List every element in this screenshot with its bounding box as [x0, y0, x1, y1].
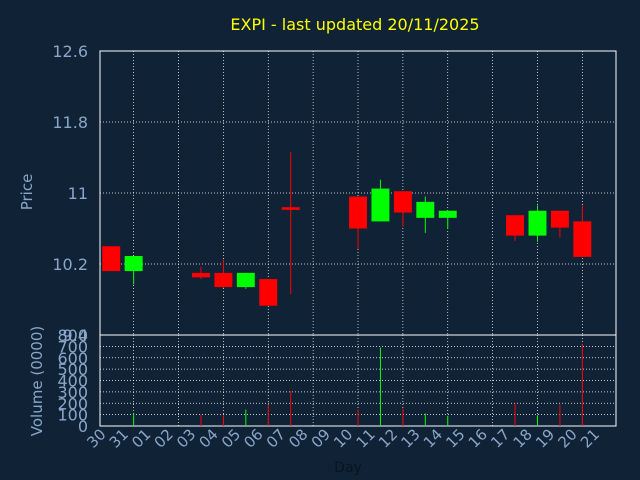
candle-body [550, 210, 569, 228]
candle-body [214, 272, 233, 288]
candle-body [191, 272, 210, 278]
volume-tick-label: 500 [57, 360, 88, 379]
candle-body [236, 272, 255, 288]
volume-tick-label: 700 [57, 337, 88, 356]
day-axis-label: Day [334, 460, 362, 476]
x-tick-labels: 3031010203040506070809101112131415161718… [83, 425, 603, 451]
volume-tick-label: 400 [57, 372, 88, 391]
price-tick-label: 9.4 [63, 326, 88, 345]
candle-body [281, 207, 300, 210]
x-tick-label: 21 [577, 425, 603, 451]
price-tick-label: 10.2 [52, 255, 88, 274]
candle-body [438, 210, 457, 218]
candle-body [416, 201, 435, 218]
volume-tick-label: 600 [57, 349, 88, 368]
candle-body [393, 191, 412, 213]
volume-tick-label: 300 [57, 383, 88, 402]
price-tick-label: 11.8 [52, 113, 88, 132]
price-axis-label: Price [18, 174, 36, 211]
volume-tick-label: 200 [57, 394, 88, 413]
candle-body [528, 210, 547, 236]
volume-tick-label: 800 [57, 326, 88, 345]
candle-body [506, 215, 525, 236]
price-tick-label: 11 [68, 184, 88, 203]
volume-axis-label: Volume (0000) [28, 326, 46, 436]
chart-title: EXPI - last updated 20/11/2025 [230, 15, 479, 34]
candle-body [124, 256, 143, 272]
price-tick-label: 12.6 [52, 42, 88, 61]
volume-tick-label: 100 [57, 406, 88, 425]
candle-body [349, 196, 367, 229]
candle-body [371, 188, 390, 222]
volume-tick-label: 0 [78, 417, 88, 436]
candle-body [573, 221, 592, 257]
candle-body [102, 246, 121, 272]
candle-body [259, 279, 278, 306]
price-panel: 12.6 11.8 11 10.2 9.4 [52, 42, 617, 345]
